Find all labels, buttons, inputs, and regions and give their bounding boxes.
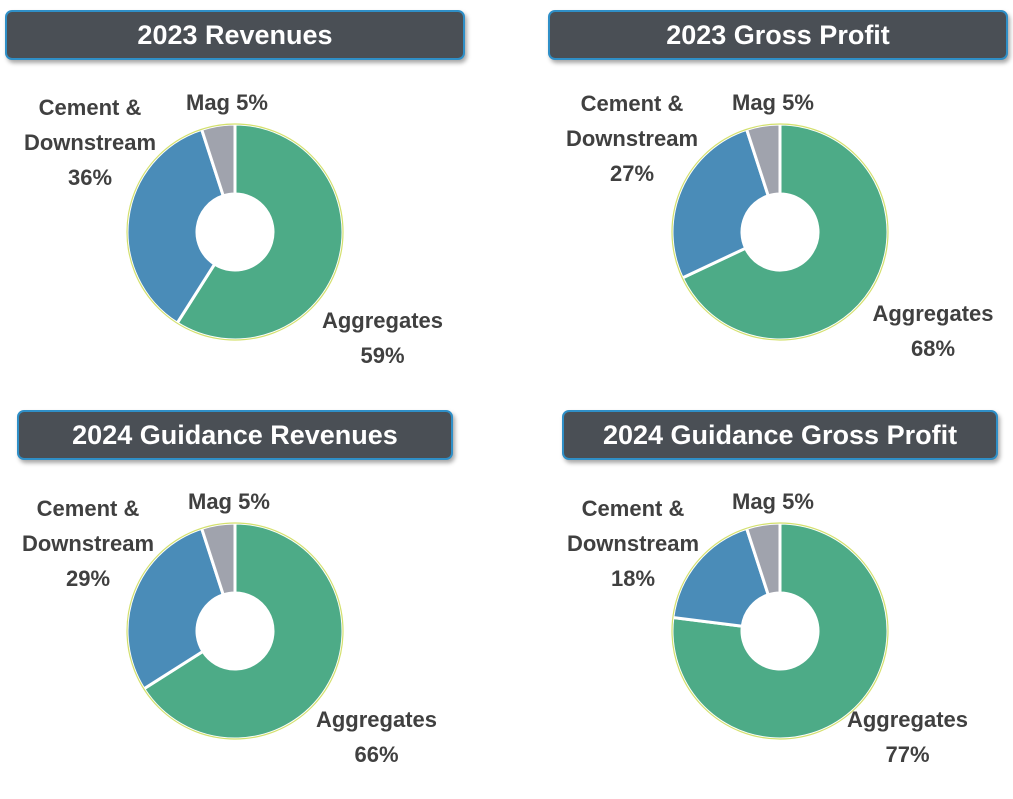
mag-label: Mag 5% xyxy=(188,489,270,514)
donut-chart-2023-revenues xyxy=(125,122,345,342)
mag-label: Mag 5% xyxy=(186,90,268,115)
aggregates-label: Aggregates 68% xyxy=(872,301,994,361)
cement-label: Cement & Downstream 18% xyxy=(566,496,700,591)
chart-title-2024-guidance-gross-profit: 2024 Guidance Gross Profit xyxy=(562,410,998,460)
mag-label: Mag 5% xyxy=(732,90,814,115)
donut-chart-2024-guidance-gross-profit xyxy=(670,521,890,741)
cement-label: Cement & Downstream 27% xyxy=(565,91,699,186)
chart-title-2024-guidance-revenues: 2024 Guidance Revenues xyxy=(17,410,453,460)
aggregates-label: Aggregates 59% xyxy=(321,308,444,368)
aggregates-label: Aggregates 66% xyxy=(315,707,438,767)
cement-label: Cement & Downstream 36% xyxy=(23,95,157,190)
donut-chart-2023-gross-profit xyxy=(670,122,890,342)
mag-label: Mag 5% xyxy=(732,489,814,514)
donut-outline xyxy=(671,123,889,341)
donut-outline xyxy=(126,522,344,740)
cement-label: Cement & Downstream 29% xyxy=(21,496,155,591)
donut-outline xyxy=(126,123,344,341)
donut-chart-2024-guidance-revenues xyxy=(125,521,345,741)
chart-title-2023-revenues: 2023 Revenues xyxy=(5,10,465,60)
chart-title-2023-gross-profit: 2023 Gross Profit xyxy=(548,10,1008,60)
donut-outline xyxy=(671,522,889,740)
aggregates-label: Aggregates 77% xyxy=(846,707,969,767)
